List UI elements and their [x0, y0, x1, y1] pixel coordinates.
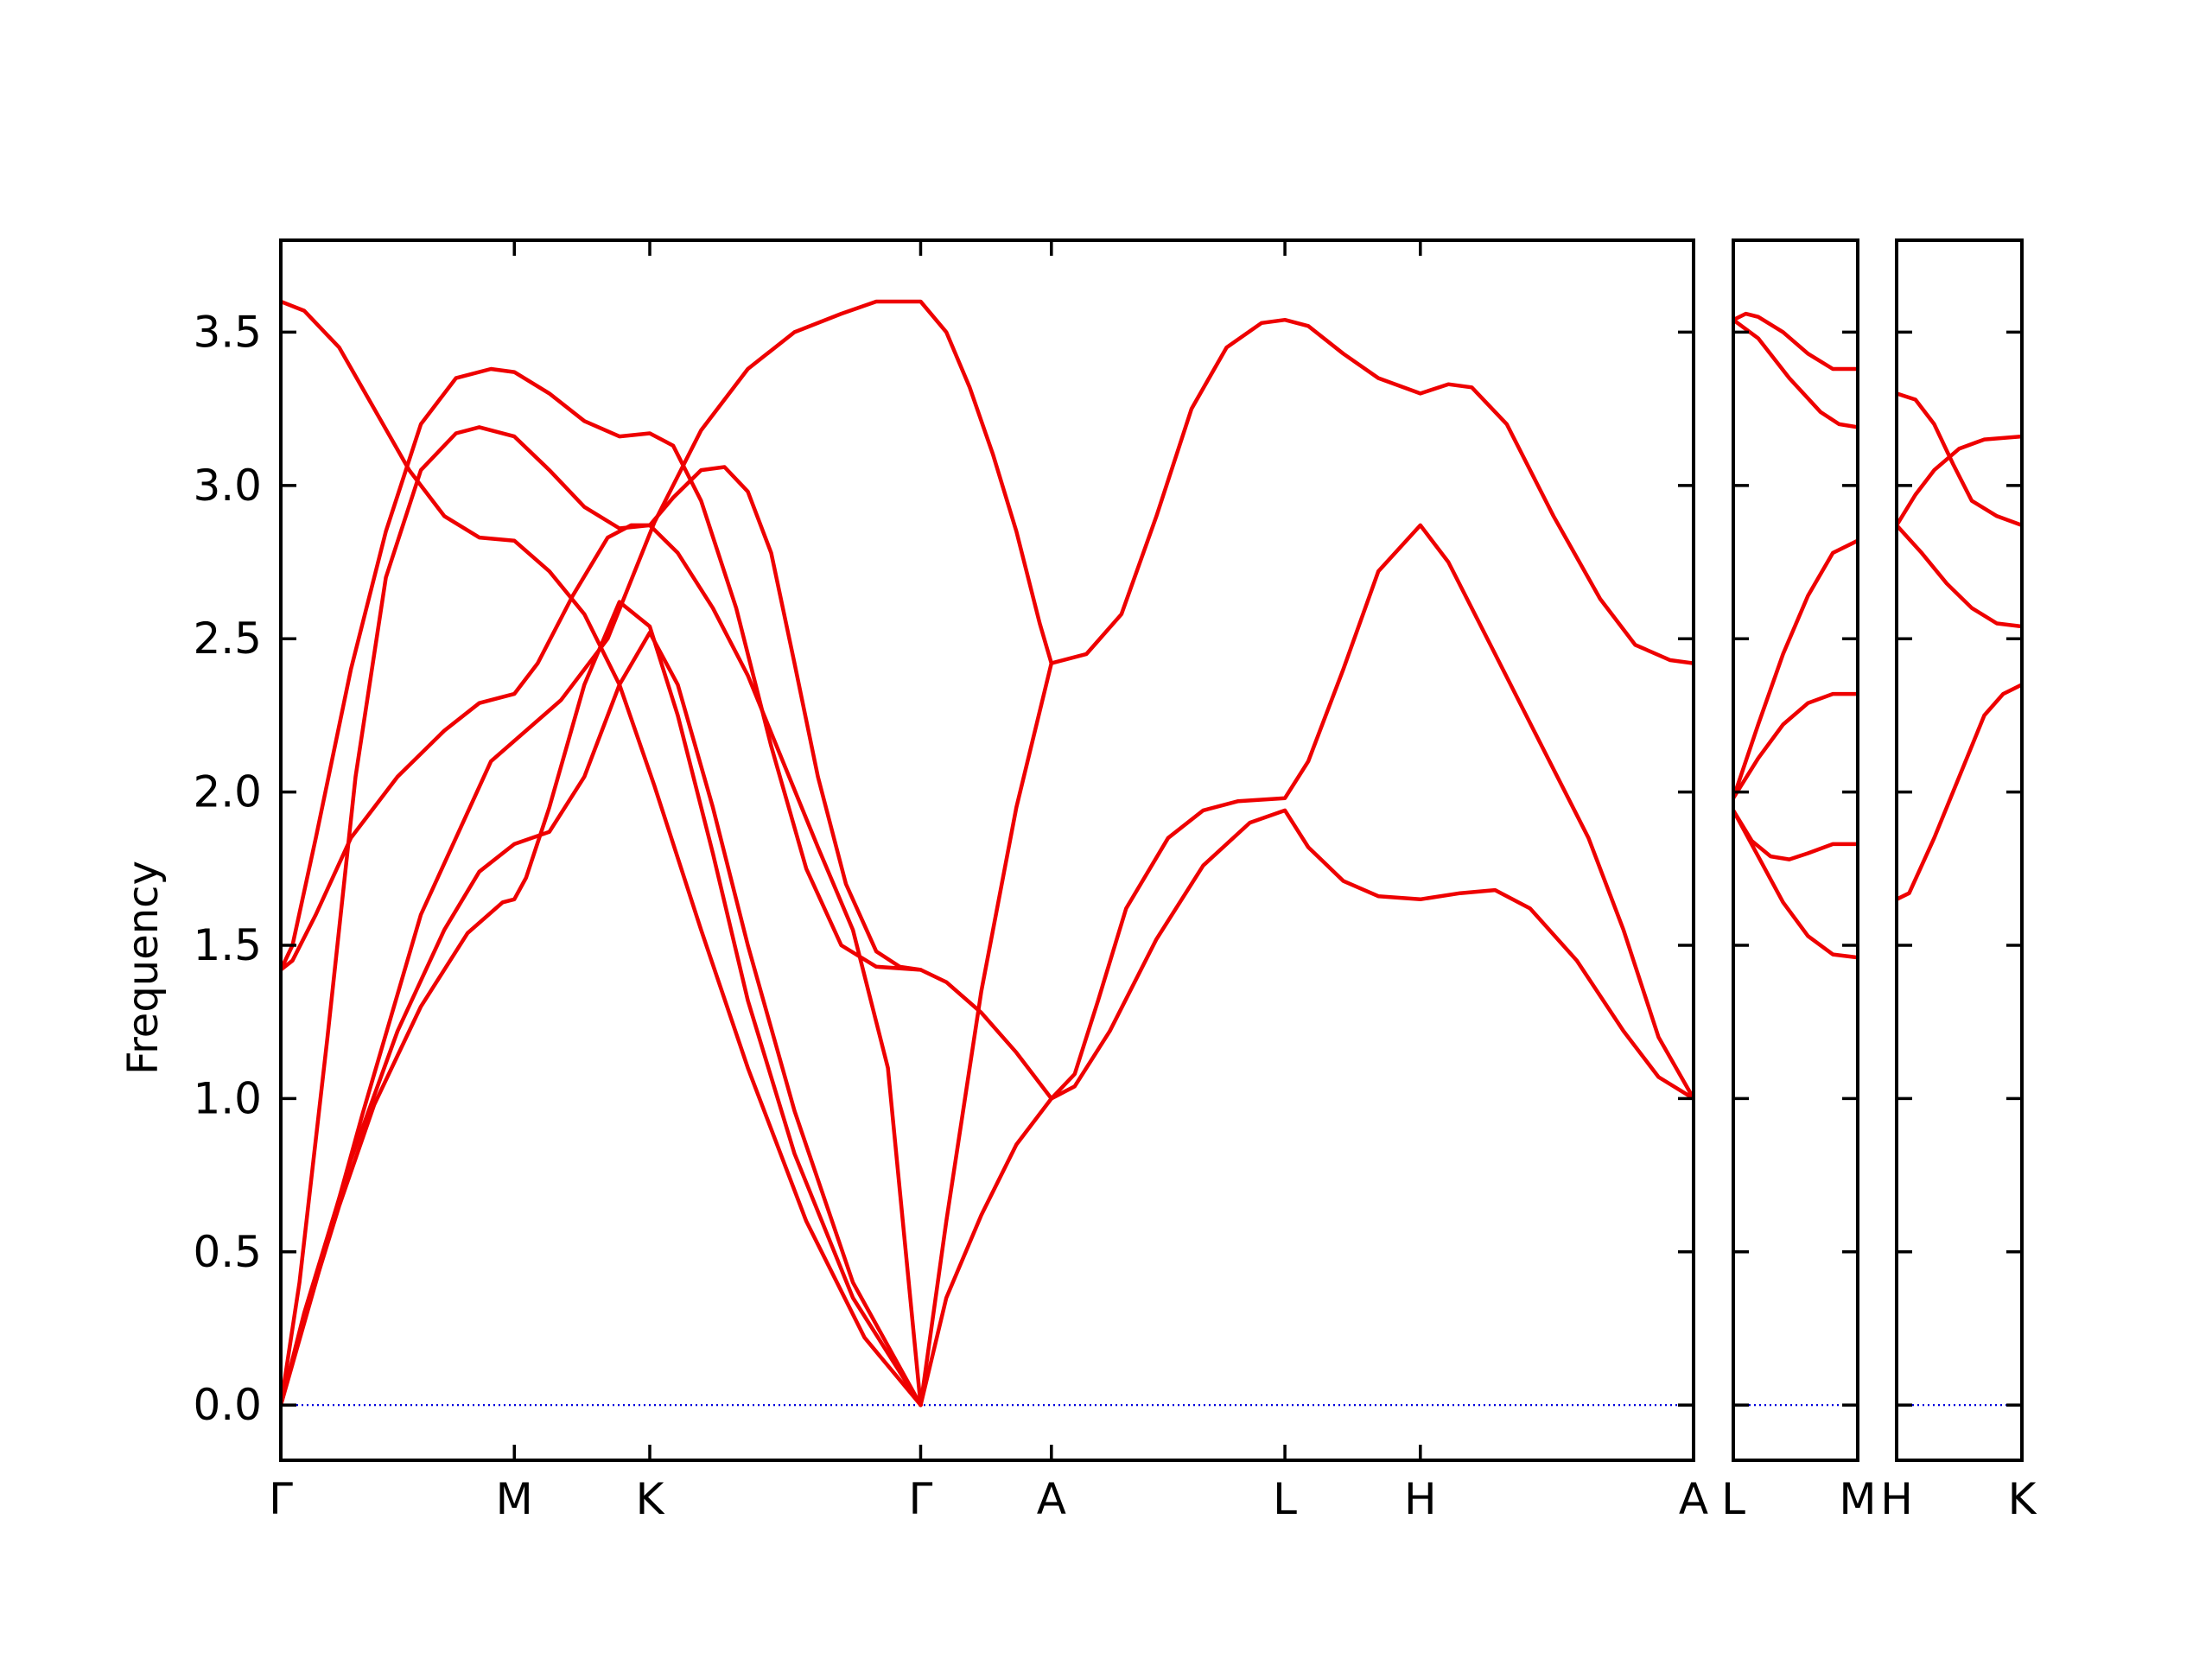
band-line-7	[281, 299, 1054, 1408]
band-line-4	[1733, 691, 1858, 800]
band-line-6	[281, 425, 923, 1408]
y-tick-label: 2.0	[193, 767, 262, 817]
band-line-4	[281, 630, 923, 1408]
x-tick-label: K	[2008, 1474, 2037, 1524]
bands	[1897, 391, 2022, 902]
x-tick-label: L	[1273, 1474, 1297, 1524]
x-tick-label: K	[636, 1474, 665, 1524]
panel-1: 0.0 0.5 1.0 1.5 2.0 2.5 3.0 3.5 Γ M K Γ A L H A	[193, 238, 1708, 1524]
x-tick-label: H	[1404, 1474, 1437, 1524]
panel-frame	[279, 238, 1695, 1462]
x-tick-label: A	[1679, 1474, 1708, 1524]
band-line-6	[1733, 808, 1858, 960]
y-tick-label: 2.5	[193, 613, 262, 664]
x-tick-label: M	[496, 1474, 533, 1524]
y-tick-label: 1.0	[193, 1073, 262, 1123]
band-line-2	[1733, 317, 1858, 429]
band-line-1	[1897, 391, 2022, 528]
x-tick-label: Γ	[269, 1474, 293, 1524]
band-line-3	[281, 600, 923, 1408]
band-line-5	[1733, 808, 1858, 861]
band-line-9	[918, 523, 1694, 1408]
panels: 0.00.51.01.52.02.53.03.5Γ M K Γ A L H A L M H K	[193, 238, 2037, 1524]
x-tick-label: L	[1721, 1474, 1745, 1524]
band-line-3	[1897, 523, 2022, 629]
band-line-1	[281, 465, 1694, 1101]
y-tick-label: 3.0	[193, 461, 262, 511]
bands	[1733, 311, 1858, 960]
y-axis-label: Frequency	[119, 861, 168, 1075]
bands	[281, 299, 1694, 1408]
band-line-2	[1897, 434, 2022, 528]
x-tick-label: A	[1037, 1474, 1066, 1524]
y-tick-label: 3.5	[193, 307, 262, 357]
band-line-3	[1733, 538, 1858, 800]
band-line-4	[1897, 683, 2022, 902]
panel-frame	[1732, 238, 1859, 1462]
x-tick-label: H	[1880, 1474, 1913, 1524]
y-tick-label: 0.5	[193, 1227, 262, 1277]
band-line-2	[281, 366, 923, 972]
band-line-8	[918, 317, 1694, 1408]
band-line-1	[1733, 311, 1858, 372]
band-line-5	[281, 299, 923, 1408]
x-tick-label: Γ	[909, 1474, 933, 1524]
panel-frame	[1895, 238, 2024, 1462]
y-tick-label: 1.5	[193, 920, 262, 970]
x-tick-label: M	[1839, 1474, 1876, 1524]
y-tick-label: 0.0	[193, 1380, 262, 1430]
